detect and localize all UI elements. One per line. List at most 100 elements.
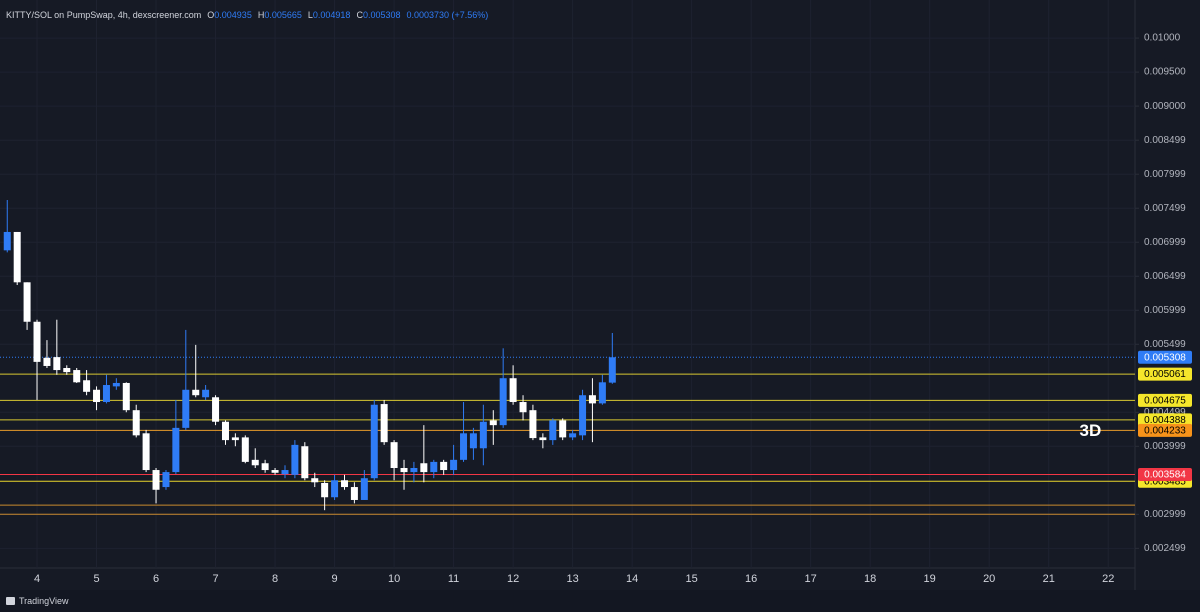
y-tick-label: 0.006499 (1144, 271, 1186, 282)
candle-body (132, 410, 140, 436)
ohlc-key: O (207, 10, 214, 20)
candle-body (608, 357, 616, 383)
footer-text: TradingView (19, 596, 69, 606)
candle-body (321, 482, 329, 498)
y-tick-label: 0.009000 (1144, 101, 1186, 112)
candle-body (301, 446, 309, 479)
y-tick-label: 0.007499 (1144, 203, 1186, 214)
candle-body (241, 437, 249, 462)
x-tick-label: 16 (745, 573, 757, 585)
candle-body (529, 410, 537, 439)
x-tick-label: 8 (272, 573, 278, 585)
x-tick-label: 13 (566, 573, 578, 585)
y-tick-label: 0.005499 (1144, 339, 1186, 350)
x-tick-label: 12 (507, 573, 519, 585)
level-label: 0.004675 (1144, 395, 1186, 406)
candle-body (360, 478, 368, 500)
footer-bar (0, 590, 1200, 612)
header-text: KITTY/SOL on PumpSwap, 4h, dexscreener.c… (6, 10, 488, 20)
y-tick-label: 0.004499 (1144, 407, 1186, 418)
x-tick-label: 18 (864, 573, 876, 585)
candle-body (73, 370, 81, 383)
candle-body (212, 397, 220, 422)
candle-body (23, 282, 31, 322)
candle-body (251, 459, 259, 466)
y-tick-label: 0.005999 (1144, 305, 1186, 316)
x-tick-label: 4 (34, 573, 40, 585)
level-label-box (1138, 367, 1192, 381)
symbol: KITTY/SOL on PumpSwap, 4h, dexscreener.c… (6, 10, 201, 20)
x-tick-label: 10 (388, 573, 400, 585)
candle-body (122, 382, 130, 411)
candle-body (142, 433, 150, 471)
candle-body (410, 468, 418, 473)
candle-body (311, 478, 319, 483)
y-tick-label: 0.002499 (1144, 543, 1186, 554)
candle-body (499, 378, 507, 426)
candle-body (539, 437, 547, 441)
x-tick-label: 17 (805, 573, 817, 585)
candle-body (261, 463, 269, 471)
candle-body (460, 433, 468, 460)
ohlc-value: 0.004918 (313, 10, 351, 20)
ohlc-key: C (356, 10, 363, 20)
candle-body (152, 470, 160, 490)
candle-body (380, 404, 388, 443)
x-tick-label: 5 (93, 573, 99, 585)
candle-body (93, 389, 101, 403)
candle-body (430, 461, 438, 473)
ohlc-value: 0.005665 (264, 10, 302, 20)
candle-body (13, 231, 21, 283)
candle-body (162, 472, 170, 488)
candle-body (420, 463, 428, 473)
footer-logo: TradingView (6, 596, 69, 606)
candle-body (549, 420, 557, 441)
candle-body (559, 420, 567, 438)
candle-body (341, 480, 349, 488)
axes: 0.01000 0.009500 0.009000 0.008499 0.007999 0… (34, 33, 1186, 585)
candle-body (63, 368, 71, 373)
y-tick-label: 0.003999 (1144, 441, 1186, 452)
candle-body (112, 382, 120, 387)
y-tick-label: 0.007999 (1144, 169, 1186, 180)
header: KITTY/SOL on PumpSwap, 4h, dexscreener.c… (6, 10, 488, 20)
level-label: 0.003485 (1144, 476, 1186, 487)
x-tick-label: 19 (924, 573, 936, 585)
candle-body (588, 395, 596, 404)
x-tick-label: 20 (983, 573, 995, 585)
candle-body (489, 420, 497, 426)
candle-body (271, 470, 279, 473)
x-tick-label: 9 (332, 573, 338, 585)
candle-body (172, 427, 180, 473)
candle-body (509, 378, 517, 403)
candle-body (350, 487, 358, 500)
candle-body (182, 389, 190, 428)
x-tick-label: 7 (212, 573, 218, 585)
candles (3, 199, 616, 511)
candle-body (450, 459, 458, 471)
y-tick-label: 0.009500 (1144, 67, 1186, 78)
ohlc-key: L (308, 10, 313, 20)
candle-body (569, 433, 577, 438)
y-tick-label: 0.006999 (1144, 237, 1186, 248)
y-tick-label: 0.01000 (1144, 33, 1181, 44)
candle-body (83, 380, 91, 392)
candle-body (43, 357, 51, 366)
candle-body (102, 385, 110, 403)
x-tick-label: 22 (1102, 573, 1114, 585)
level-label-box (1138, 413, 1192, 427)
x-tick-label: 6 (153, 573, 159, 585)
candle-body (3, 231, 11, 251)
candle-body (370, 404, 378, 479)
candle-body (53, 357, 61, 371)
last-price-box (1138, 350, 1192, 364)
candle-body (192, 389, 200, 396)
y-tick-label: 0.008499 (1144, 135, 1186, 146)
candle-body (202, 389, 210, 398)
change: 0.0003730 (+7.56%) (406, 10, 488, 20)
candle-body (469, 433, 477, 449)
level-label-box (1138, 393, 1192, 407)
candle-body (479, 421, 487, 449)
